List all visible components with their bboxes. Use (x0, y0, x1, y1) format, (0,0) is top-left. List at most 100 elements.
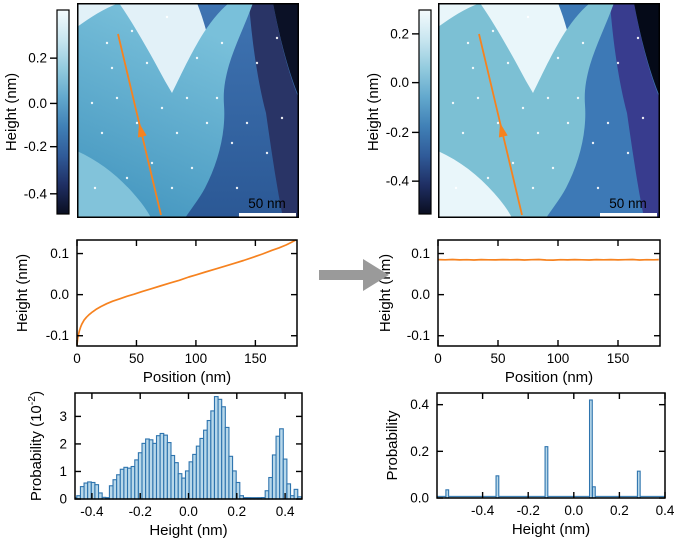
adsorbate-dots (90, 15, 284, 190)
terrace-main-teal (438, 3, 614, 218)
y-tick-label: -0.1 (407, 328, 430, 343)
image-frame (77, 3, 299, 218)
histogram-bar (221, 406, 226, 500)
y-tick-label: 0.0 (50, 287, 69, 302)
x-tick-label: 0 (73, 351, 81, 366)
y-axis: 0.1 0.0 -0.1 (46, 246, 297, 343)
histogram-bar (174, 462, 179, 500)
histogram-bar (203, 429, 208, 500)
y-tick-label: -0.1 (46, 328, 69, 343)
x-tick-label: 150 (607, 351, 630, 366)
profile-chart-before: 0 50 100 150 0.1 0.0 -0.1 Position (nm) Height (… (14, 239, 298, 386)
scale-bar (600, 213, 657, 217)
x-axis-label: Height (nm) (512, 521, 590, 538)
profile-line (76, 239, 297, 345)
x-tick-label: 50 (129, 351, 144, 366)
histogram-bar (264, 490, 270, 500)
plot-frame (76, 239, 298, 347)
histogram-bar (141, 442, 147, 500)
scale-bar-label: 50 nm (248, 196, 286, 211)
histogram-bar (79, 486, 85, 500)
x-tick-label: 150 (244, 351, 267, 366)
y-tick-label: 0.4 (410, 397, 429, 412)
x-tick-label: 50 (490, 351, 505, 366)
colorbar-tick-label: -0.4 (24, 186, 48, 201)
x-tick-label: -0.4 (471, 503, 495, 518)
histogram-bars (437, 399, 665, 499)
colorbar-axis-label: Height (nm) (3, 73, 20, 151)
terrace-main-teal (77, 3, 253, 218)
x-tick-label: 0.2 (227, 504, 246, 519)
arrow-head-icon (363, 259, 389, 291)
y-tick-label: 2 (59, 436, 67, 451)
x-tick-label: 0.0 (564, 503, 583, 518)
terrace-black (634, 3, 660, 97)
histogram-bar (588, 399, 593, 499)
x-axis: -0.4 -0.2 0.0 0.2 0.4 (80, 393, 295, 519)
colorbar-tick-label: 0.2 (390, 26, 409, 41)
y-axis-label: Probability (384, 410, 401, 481)
arrow-shaft (319, 270, 363, 280)
profile-arrowhead-icon (498, 122, 508, 138)
scale-bar (239, 213, 296, 217)
y-axis: 0.0 0.2 0.4 (410, 397, 665, 506)
x-tick-label: 0.4 (276, 504, 295, 519)
colorbar-tick-label: -0.2 (24, 139, 47, 154)
y-axis-label: Height (nm) (14, 254, 31, 332)
profile-arrowhead-icon (137, 122, 147, 138)
histogram-bar (155, 435, 161, 500)
y-tick-label: 0.0 (411, 287, 430, 302)
y-axis: 0 1 2 3 (59, 409, 302, 507)
x-tick-label: 100 (185, 351, 208, 366)
histogram-bar (544, 446, 549, 499)
histogram-bar (591, 486, 596, 499)
histogram-bar (188, 461, 194, 500)
y-tick-label: 0.1 (50, 246, 69, 261)
afm-image-before: 50 nm (77, 3, 299, 218)
plot-frame (436, 392, 666, 499)
colorbar-axis-label: Height (nm) (365, 73, 382, 151)
colorbar-gradient (56, 9, 70, 215)
y-axis: 0.1 0.0 -0.1 (407, 246, 660, 343)
profile-line (437, 258, 659, 261)
colorbar-tick-label: 0.2 (28, 51, 47, 66)
x-axis: 0 50 100 150 (434, 240, 629, 366)
histogram-bar (495, 475, 500, 499)
histogram-after: -0.4 -0.2 0.0 0.2 0.4 0.0 0.2 0.4 Height (nm) Pro… (384, 392, 674, 538)
x-tick-label: 0.4 (656, 503, 674, 518)
colorbar-gradient (418, 9, 432, 215)
histogram-bars (75, 396, 302, 500)
colorbar-after: 0.2 0.0 -0.2 -0.4 Height (nm) (365, 9, 432, 215)
terrace-black (273, 3, 299, 97)
x-axis-label: Position (nm) (143, 369, 231, 386)
terrace-corner (438, 151, 512, 218)
colorbar-ticks: 0.2 0.0 -0.2 -0.4 Height (nm) (365, 26, 419, 189)
histogram-bar (126, 467, 132, 500)
afm-image-after: 50 nm (438, 3, 660, 218)
colorbar-tick-label: 0.0 (28, 96, 47, 111)
transform-arrow (319, 259, 389, 291)
x-tick-label: -0.4 (80, 504, 104, 519)
colorbar-before: 0.2 0.0 -0.2 -0.4 Height (nm) (3, 9, 70, 215)
terrace-navy (610, 3, 660, 218)
scale-bar-label: 50 nm (609, 196, 647, 211)
y-tick-label: 1 (59, 464, 67, 479)
histogram-bar (112, 479, 118, 500)
y-tick-label: 3 (59, 409, 67, 424)
colorbar-tick-label: -0.4 (386, 174, 410, 189)
histogram-bar (445, 489, 450, 499)
x-tick-label: 0 (434, 351, 442, 366)
y-tick-label: 0.2 (410, 444, 429, 459)
histogram-before: -0.4 -0.2 0.0 0.2 0.4 0 1 2 3 Height (nm) Probabil… (26, 391, 303, 539)
y-tick-label: 0 (59, 492, 67, 507)
x-tick-label: 0.0 (179, 504, 198, 519)
colorbar-tick-label: 0.0 (390, 75, 409, 90)
y-tick-label: 0.1 (411, 246, 430, 261)
histogram-bar (636, 470, 641, 499)
colorbar-ticks: 0.2 0.0 -0.2 -0.4 Height (nm) (3, 51, 57, 201)
x-tick-label: -0.2 (517, 503, 540, 518)
histogram-bar (94, 484, 100, 500)
x-tick-label: -0.2 (129, 504, 152, 519)
